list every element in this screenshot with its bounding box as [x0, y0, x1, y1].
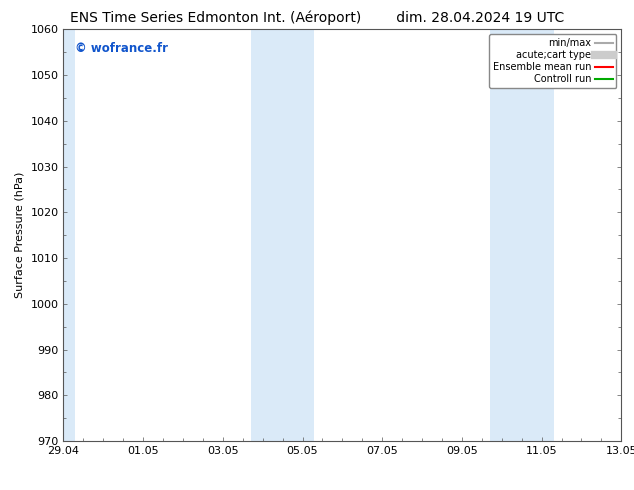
Legend: min/max, acute;cart type, Ensemble mean run, Controll run: min/max, acute;cart type, Ensemble mean … [489, 34, 616, 88]
Bar [63, 29, 75, 441]
Y-axis label: Surface Pressure (hPa): Surface Pressure (hPa) [15, 172, 25, 298]
Text: ENS Time Series Edmonton Int. (Aéroport)        dim. 28.04.2024 19 UTC: ENS Time Series Edmonton Int. (Aéroport)… [70, 11, 564, 25]
Text: © wofrance.fr: © wofrance.fr [75, 42, 167, 55]
Bar [490, 29, 553, 441]
Bar [250, 29, 314, 441]
